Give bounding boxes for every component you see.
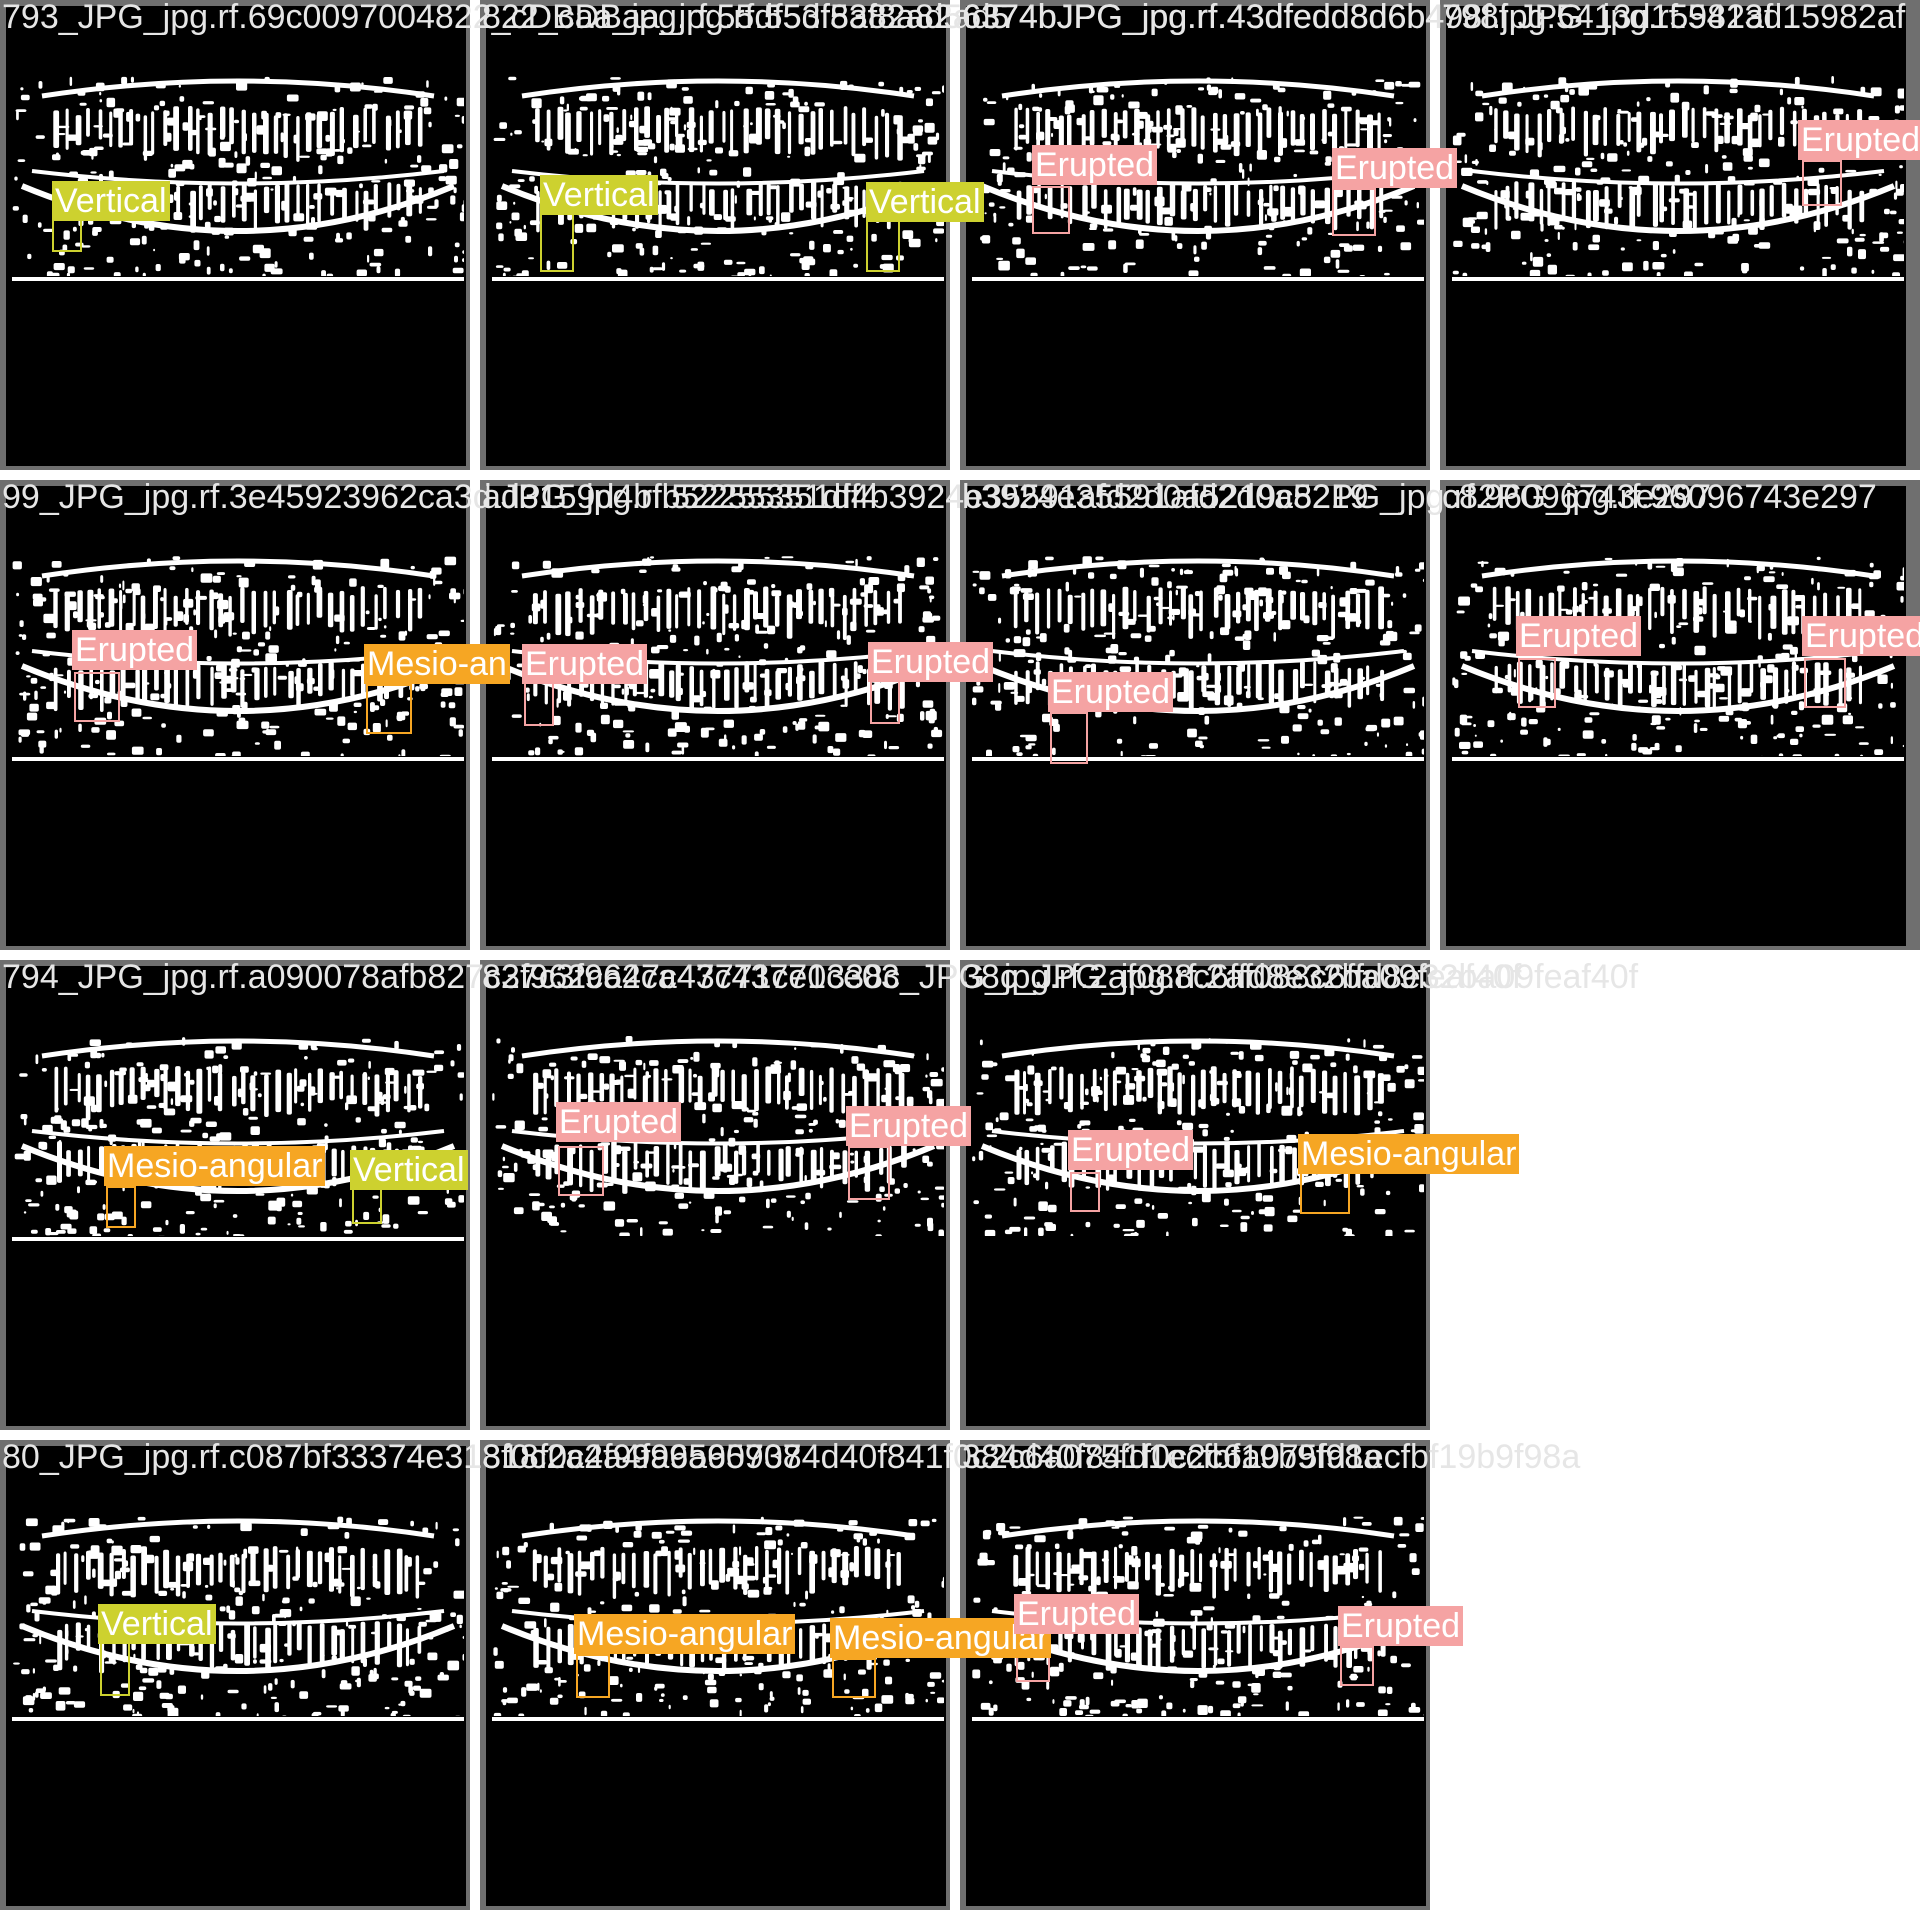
bbox xyxy=(74,672,120,722)
tile-6[interactable]: ad3159d4bfb52255351df4 Erupted Erupted xyxy=(480,478,994,950)
bbox-label: Vertical xyxy=(98,1604,216,1644)
bbox-label: Erupted xyxy=(1068,1130,1194,1170)
tile-title: 822_cDBaa_jpg.rf.55df53f8a82ad5 xyxy=(482,0,1010,36)
xray-panel xyxy=(6,966,466,1426)
tile-title: 827c3f962ca47c43771ce03 xyxy=(482,958,900,996)
bbox-label: Mesio-angular xyxy=(574,1614,796,1654)
bbox xyxy=(366,684,412,734)
xray-panel xyxy=(966,6,1426,466)
bbox-label: Erupted xyxy=(1338,1606,1464,1646)
xray-panel xyxy=(1446,6,1906,466)
tile-title: 794_JPG_jpg.rf.a090078afb827c3f962ca47c4… xyxy=(2,958,1522,996)
bbox xyxy=(1518,658,1556,708)
bbox-label: Erupted xyxy=(1032,145,1158,185)
bbox xyxy=(100,1640,130,1696)
xray-panel xyxy=(486,6,946,466)
tile-8[interactable]: c82PG_jpg.rf.96096743e297 Erupted Erupte… xyxy=(1440,478,1920,950)
bbox xyxy=(558,1146,604,1196)
bbox-label: Vertical xyxy=(52,181,170,221)
tile-7[interactable]: b3924e35591afd2d0a5219 Erupted xyxy=(960,478,1430,950)
xray-panel xyxy=(1446,486,1906,946)
bbox-label: Erupted xyxy=(1516,616,1642,656)
bbox-label: Erupted xyxy=(846,1106,972,1146)
xray-panel xyxy=(486,1446,946,1906)
panoramic-xray xyxy=(13,1516,464,1716)
bbox-label: Erupted xyxy=(1332,148,1458,188)
xray-panel xyxy=(966,966,1426,1426)
bbox xyxy=(1050,712,1088,764)
bbox xyxy=(1804,658,1846,708)
bbox xyxy=(1070,1172,1100,1212)
panoramic-xray xyxy=(972,556,1424,756)
tile-title: 6374bJPG_jpg.rf.43dfedd8d6b4 xyxy=(962,0,1445,36)
bbox-label: Erupted xyxy=(556,1102,682,1142)
xray-panel xyxy=(6,1446,466,1906)
tile-1[interactable]: 793_JPG_jpg.rf.69c0097004822_cDBaa_jpg.r… xyxy=(0,0,1773,470)
tile-title: b3924e35591afd2d0a5219 xyxy=(962,478,1369,516)
xray-panel xyxy=(6,6,466,466)
xray-panel xyxy=(966,486,1426,946)
tile-title: 384d40f841f0c2c6a075fd1ecfbf19b9f98a xyxy=(962,1438,1581,1476)
bbox-label: Vertical xyxy=(866,182,984,222)
tile-3[interactable]: 6374bJPG_jpg.rf.43dfedd8d6b4 Erupted Eru… xyxy=(960,0,1458,470)
tile-title: 318f0c2a4f99a65907 xyxy=(482,1438,802,1476)
bbox xyxy=(106,1186,136,1228)
tile-title: 798f.JPG_jpg.rf.5413d15982af xyxy=(1442,0,1906,36)
tile-10[interactable]: 827c3f962ca47c43771ce03 Erupted Erupted xyxy=(480,958,972,1430)
bbox xyxy=(866,216,900,272)
bbox-label: Erupted xyxy=(1048,672,1174,712)
bbox-label: Erupted xyxy=(1014,1594,1140,1634)
bbox-label: Mesio-angular xyxy=(1298,1134,1520,1174)
bbox-label: Mesio-angular xyxy=(830,1618,1052,1658)
bbox xyxy=(1300,1170,1350,1214)
panoramic-xray xyxy=(12,76,464,276)
bbox xyxy=(524,682,554,726)
panoramic-xray xyxy=(493,556,944,756)
tile-title: ad3159d4bfb52255351df4 xyxy=(482,478,880,516)
bbox xyxy=(1340,1646,1374,1686)
bbox xyxy=(848,1146,890,1200)
tile-9[interactable]: 794_JPG_jpg.rf.a090078afb827c3f962ca47c4… xyxy=(0,958,1521,1430)
bbox xyxy=(576,1654,610,1698)
bbox-label: Erupted xyxy=(522,644,648,684)
tile-14[interactable]: 384d40f841f0c2c6a075fd1ecfbf19b9f98a Eru… xyxy=(960,1438,1580,1910)
panoramic-xray xyxy=(972,1038,1424,1236)
tile-5[interactable]: 99_JPG_jpg.rf.3e45923962ca3d.JPG_jpg.rf.… xyxy=(0,478,1711,950)
bbox-label: Vertical xyxy=(350,1150,468,1190)
bbox xyxy=(1032,186,1070,234)
bbox-label: Erupted xyxy=(868,642,994,682)
bbox xyxy=(870,680,900,724)
panoramic-xray xyxy=(1452,556,1904,756)
xray-panel xyxy=(486,966,946,1426)
tile-11[interactable]: 38c_JPG_jpg.rf.2af088c6ffd8e32ba09feaf40… xyxy=(960,958,1638,1430)
bbox xyxy=(1802,160,1842,206)
bbox-label: Erupted xyxy=(1802,616,1920,656)
panoramic-xray xyxy=(14,1037,464,1236)
bbox xyxy=(540,206,574,272)
bbox-label: Erupted xyxy=(72,630,198,670)
tile-title: 99_JPG_jpg.rf.3e45923962ca3d.JPG_jpg.rf.… xyxy=(2,478,1711,516)
bbox xyxy=(1332,188,1376,236)
tile-title: 80_JPG_jpg.rf.c087bf33374e318f0c2a4f99a6… xyxy=(2,1438,1383,1476)
bbox-label: Mesio-angular xyxy=(104,1146,326,1186)
bbox-label: Vertical xyxy=(540,175,658,215)
tile-title: 38c_JPG_jpg.rf.2af088c6ffd8e32ba09feaf40… xyxy=(962,958,1639,996)
tile-13[interactable]: 318f0c2a4f99a65907 Mesio-angular Mesio-a… xyxy=(480,1438,1052,1910)
panoramic-xray xyxy=(980,77,1424,276)
tile-title: c82PG_jpg.rf.96096743e297 xyxy=(1442,478,1877,516)
tile-2[interactable]: 822_cDBaa_jpg.rf.55df53f8a82ad5 Vertical… xyxy=(480,0,1009,470)
tile-title: 793_JPG_jpg.rf.69c0097004822_cDBaa_jpg.r… xyxy=(2,0,1774,36)
bbox xyxy=(832,1658,876,1698)
xray-panel xyxy=(6,486,466,946)
bbox-label: Mesio-an xyxy=(364,644,510,684)
bbox-label: Erupted xyxy=(1798,120,1920,160)
bbox xyxy=(352,1186,382,1224)
xray-panel xyxy=(486,486,946,946)
tile-4[interactable]: 798f.JPG_jpg.rf.5413d15982af Erupted xyxy=(1440,0,1920,470)
tile-12[interactable]: 80_JPG_jpg.rf.c087bf33374e318f0c2a4f99a6… xyxy=(0,1438,1382,1910)
